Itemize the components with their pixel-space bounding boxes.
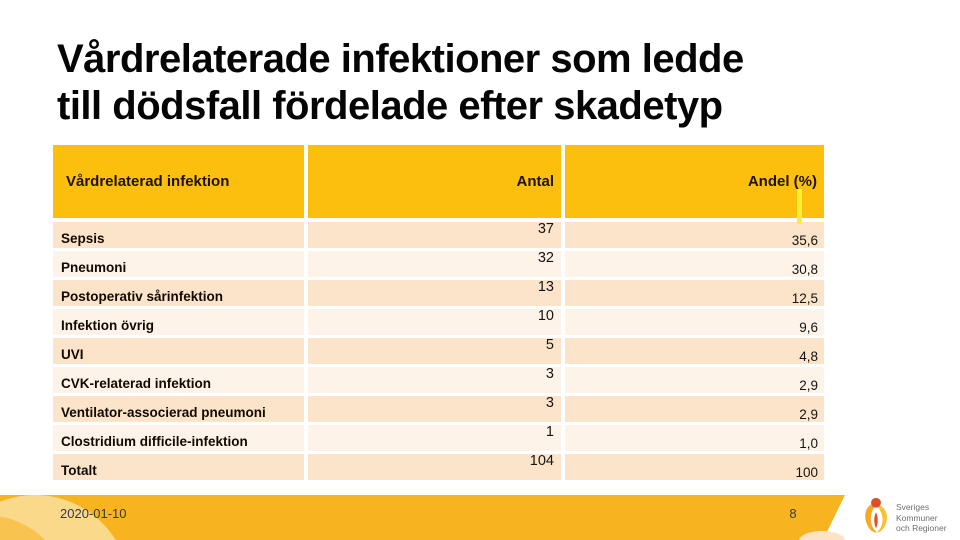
row-antal: 104 [308,454,561,480]
row-label: UVI [53,338,304,364]
row-andel: 9,6 [565,309,824,335]
page-number: 8 [789,506,797,521]
row-label: Sepsis [53,222,304,248]
row-label: Clostridium difficile-infektion [53,425,304,451]
table-row: Postoperativ sårinfektion 13 12,5 [53,280,824,306]
column-header-andel: Andel (%) [565,145,824,218]
slide-title-line2: till dödsfall fördelade efter skadetyp [57,84,723,128]
table-row: Infektion övrig 10 9,6 [53,309,824,335]
table-row: Pneumoni 32 30,8 [53,251,824,277]
column-header-infektion: Vårdrelaterad infektion [53,145,304,218]
footer-band [0,495,845,540]
table-row-total: Totalt 104 100 [53,454,824,480]
table-header-row: Vårdrelaterad infektion Antal Andel (%) [53,145,824,218]
skr-logo-text-line2: Kommuner [896,512,938,523]
row-label: Postoperativ sårinfektion [53,280,304,306]
row-label: Infektion övrig [53,309,304,335]
row-label: Ventilator-associerad pneumoni [53,396,304,422]
row-antal: 5 [308,338,561,364]
table-row: CVK-relaterad infektion 3 2,9 [53,367,824,393]
row-andel: 1,0 [565,425,824,451]
row-label: CVK-relaterad infektion [53,367,304,393]
row-andel: 100 [565,454,824,480]
row-antal: 3 [308,396,561,422]
skr-logo-text: Sveriges Kommuner och Regioner [896,502,947,534]
row-antal: 1 [308,425,561,451]
column-header-antal: Antal [308,145,561,218]
footer-date: 2020-01-10 [60,506,127,521]
text-cursor-caret [797,189,802,224]
row-andel: 2,9 [565,396,824,422]
row-andel: 30,8 [565,251,824,277]
table-row: Ventilator-associerad pneumoni 3 2,9 [53,396,824,422]
row-label: Pneumoni [53,251,304,277]
row-andel: 35,6 [565,222,824,248]
row-antal: 3 [308,367,561,393]
row-andel: 12,5 [565,280,824,306]
skr-logo: Sveriges Kommuner och Regioner [860,495,947,535]
row-antal: 37 [308,222,561,248]
decorative-arc-peach [799,531,845,540]
skr-flame-icon [865,497,887,533]
skr-logo-text-line1: Sveriges [896,502,930,512]
row-andel: 2,9 [565,367,824,393]
table-row: Sepsis 37 35,6 [53,222,824,248]
slide-title: Vårdrelaterade infektioner som ledde til… [57,36,917,130]
row-antal: 10 [308,309,561,335]
skr-logo-text-line3: och Regioner [896,523,947,533]
table-row: UVI 5 4,8 [53,338,824,364]
row-antal: 13 [308,280,561,306]
infections-table: Vårdrelaterad infektion Antal Andel (%) … [53,145,824,480]
row-andel: 4,8 [565,338,824,364]
slide-title-line1: Vårdrelaterade infektioner som ledde [57,37,744,81]
row-antal: 32 [308,251,561,277]
table-row: Clostridium difficile-infektion 1 1,0 [53,425,824,451]
row-label: Totalt [53,454,304,480]
